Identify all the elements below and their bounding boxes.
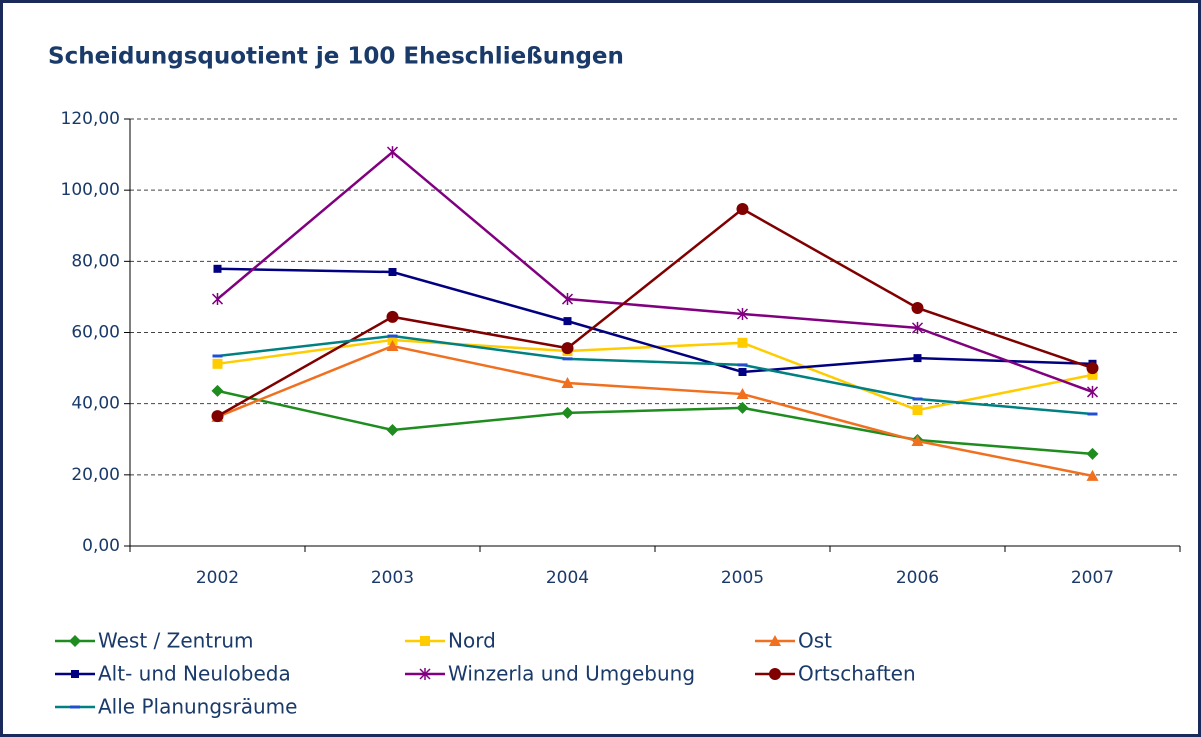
marker (736, 307, 749, 320)
legend-label: Alt- und Neulobeda (98, 662, 291, 686)
legend-label: Nord (448, 629, 496, 653)
marker (211, 384, 224, 397)
legend-marker (420, 636, 430, 646)
chart-title: Scheidungsquotient je 100 Eheschließunge… (48, 44, 624, 70)
marker (213, 264, 222, 273)
x-tick-label: 2002 (196, 568, 239, 588)
marker (1086, 469, 1099, 481)
marker (1086, 447, 1099, 460)
y-tick-label: 0,00 (82, 536, 120, 556)
marker (387, 334, 398, 345)
x-tick-label: 2006 (896, 568, 939, 588)
legend-marker (69, 635, 81, 647)
marker (736, 203, 749, 216)
series-line (217, 389, 1093, 456)
marker (563, 317, 572, 326)
legend-marker (769, 635, 781, 646)
marker (561, 406, 574, 419)
legend-label: West / Zentrum (98, 629, 254, 653)
marker (212, 358, 223, 369)
marker (386, 423, 399, 436)
series-line (217, 334, 1093, 416)
y-tick-label: 120,00 (61, 109, 120, 129)
legend-label: Ost (798, 629, 832, 653)
series-line (216, 150, 1093, 394)
marker (736, 401, 749, 414)
marker (911, 301, 924, 314)
marker (737, 337, 748, 348)
legend-marker (419, 668, 431, 680)
marker (388, 268, 397, 277)
marker (386, 340, 399, 352)
marker (911, 435, 924, 447)
y-tick-label: 20,00 (71, 465, 120, 485)
series-line (217, 344, 1093, 478)
legend-label: Winzerla und Umgebung (448, 662, 695, 686)
x-tick-label: 2007 (1071, 568, 1114, 588)
x-tick-label: 2003 (371, 568, 414, 588)
legend-label: Alle Planungsräume (98, 695, 297, 719)
x-tick-label: 2004 (546, 568, 589, 588)
marker (913, 354, 922, 363)
y-tick-label: 60,00 (71, 323, 120, 343)
marker (211, 293, 224, 306)
marker (561, 377, 574, 389)
legend-marker (71, 670, 79, 678)
x-tick-label: 2005 (721, 568, 764, 588)
marker (386, 310, 399, 323)
marker (1086, 362, 1099, 375)
y-tick-label: 100,00 (61, 180, 120, 200)
marker (1087, 369, 1098, 380)
series-line (216, 207, 1093, 418)
marker (912, 405, 923, 416)
marker (1086, 385, 1099, 398)
marker (561, 342, 574, 355)
legend-marker (769, 668, 781, 680)
marker (561, 293, 574, 306)
marker (386, 146, 399, 159)
marker (211, 410, 224, 423)
marker (911, 321, 924, 334)
y-tick-label: 40,00 (71, 394, 120, 414)
legend-label: Ortschaften (798, 662, 916, 686)
series-line (217, 267, 1093, 374)
marker (736, 388, 749, 400)
y-tick-label: 80,00 (71, 251, 120, 271)
marker (738, 367, 747, 376)
